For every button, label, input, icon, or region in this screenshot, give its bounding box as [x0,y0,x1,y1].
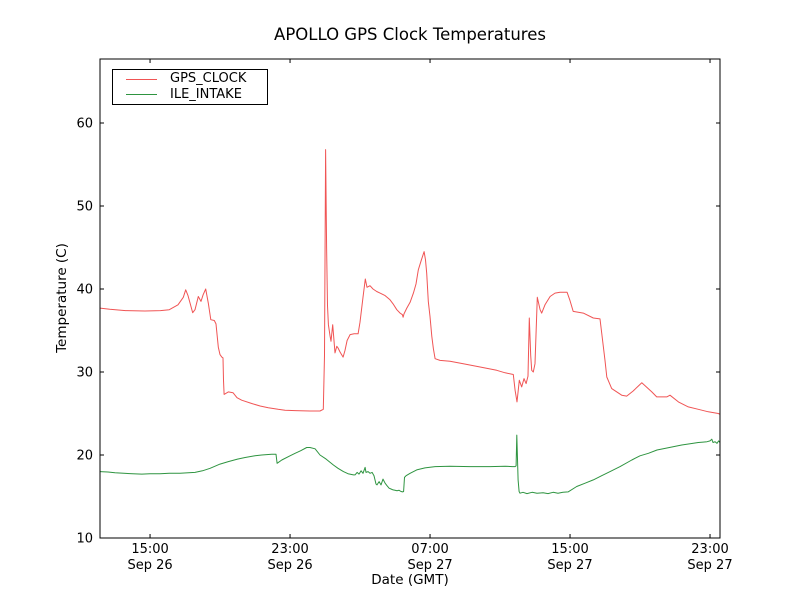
y-tick-label: 30 [76,365,93,380]
ile-intake-line-sample [126,94,157,96]
gps-clock-line [99,149,721,415]
x-tick-label-date: Sep 26 [267,558,312,573]
y-tick-label: 10 [76,532,93,547]
x-tick-label-date: Sep 27 [687,558,732,573]
legend-item-ile-intake: ILE_INTAKE [113,87,267,102]
legend-label-ile-intake: ILE_INTAKE [170,86,242,102]
legend: GPS_CLOCK ILE_INTAKE [112,69,268,105]
x-tick-label-time: 23:00 [691,542,728,557]
x-tick-label-date: Sep 27 [547,558,592,573]
x-tick-label-time: 15:00 [131,542,168,557]
x-axis-label: Date (GMT) [371,572,449,588]
chart-title: APOLLO GPS Clock Temperatures [274,25,546,44]
y-axis-ticks: 10 20 30 40 50 60 [76,116,720,547]
y-tick-label: 20 [76,448,93,463]
x-tick-label-date: Sep 27 [407,558,452,573]
plot-frame [99,58,721,539]
legend-item-gps-clock: GPS_CLOCK [113,72,267,87]
series-lines [99,149,721,495]
y-tick-label: 50 [76,199,93,214]
y-tick-label: 60 [76,116,93,131]
gps-clock-line-sample [126,78,157,80]
x-tick-label-date: Sep 26 [127,558,172,573]
legend-label-gps-clock: GPS_CLOCK [170,71,247,87]
ile-intake-line [99,434,721,495]
x-tick-label-time: 23:00 [271,542,308,557]
y-tick-label: 40 [76,282,93,297]
x-tick-label-time: 15:00 [551,542,588,557]
x-tick-label-time: 07:00 [411,542,448,557]
